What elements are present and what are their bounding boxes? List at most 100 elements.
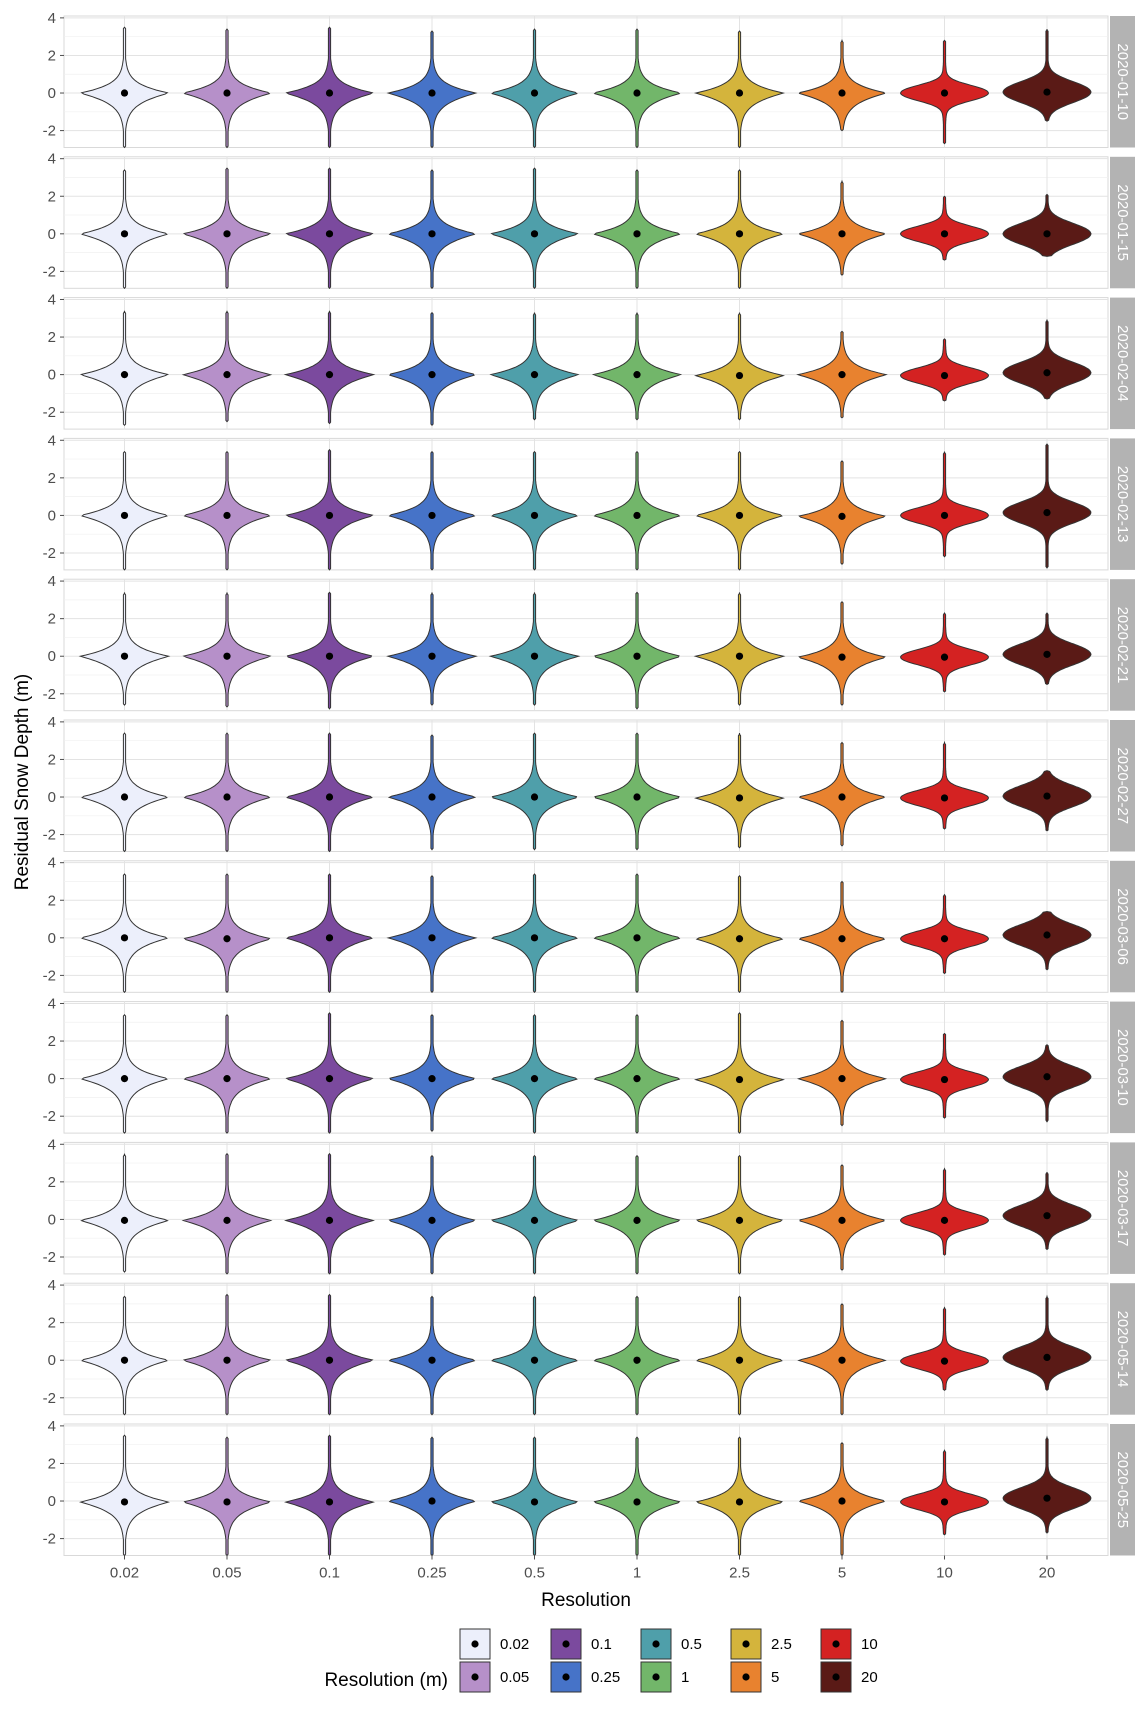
legend-point xyxy=(652,1640,660,1648)
violin-0.05 xyxy=(182,592,272,708)
median-point xyxy=(223,1216,231,1224)
facet-strip-label: 2020-02-27 xyxy=(1114,747,1131,824)
violin-5 xyxy=(799,179,885,276)
violin-0.1 xyxy=(283,310,376,425)
facet-strip-label: 2020-03-17 xyxy=(1114,1170,1131,1247)
median-point xyxy=(530,1075,539,1083)
facet-panel: -2 0 2 4 2020-03-06 xyxy=(43,855,1135,994)
y-tick-label: -2 xyxy=(43,545,56,562)
violin-0.02 xyxy=(81,450,168,571)
median-point xyxy=(223,1498,231,1506)
facet-strip-label: 2020-03-06 xyxy=(1114,888,1131,965)
violin-10 xyxy=(899,1449,990,1536)
median-point xyxy=(530,934,539,942)
violin-2.5 xyxy=(694,312,785,421)
median-point xyxy=(120,1216,129,1224)
violin-0.05 xyxy=(181,310,273,423)
y-tick-label: 4 xyxy=(48,855,56,872)
violin-0.5 xyxy=(491,1014,578,1134)
median-point xyxy=(120,1498,129,1506)
median-point xyxy=(735,230,744,238)
violin-1 xyxy=(593,169,681,290)
violin-0.25 xyxy=(387,734,477,851)
median-point xyxy=(633,371,641,379)
median-point xyxy=(325,1216,334,1224)
legend-label: 2.5 xyxy=(771,1636,792,1653)
median-point xyxy=(735,1075,744,1084)
violin-1 xyxy=(593,1154,681,1275)
median-point xyxy=(940,1357,949,1365)
median-point xyxy=(735,89,744,97)
y-tick-label: 4 xyxy=(48,995,56,1012)
y-tick-label: 2 xyxy=(48,470,56,487)
violin-5 xyxy=(796,1019,888,1127)
median-point xyxy=(325,793,334,801)
median-point xyxy=(940,89,949,97)
median-point xyxy=(530,371,539,379)
x-tick-label: 0.5 xyxy=(524,1565,545,1582)
y-tick-label: -2 xyxy=(43,686,56,703)
violin-0.1 xyxy=(285,448,374,571)
violin-1 xyxy=(593,450,681,571)
violin-20 xyxy=(1002,1435,1092,1534)
facet-panel: -2 0 2 4 2020-02-21 xyxy=(43,573,1135,712)
violin-0.25 xyxy=(389,311,475,427)
median-point xyxy=(838,1497,846,1505)
facet-panel: -2 0 2 4 2020-03-17 xyxy=(43,1136,1135,1275)
y-tick-label: 2 xyxy=(48,1033,56,1050)
y-tick-label: -2 xyxy=(43,123,56,140)
violin-20 xyxy=(1002,443,1092,569)
y-tick-label: 4 xyxy=(48,1136,56,1153)
violin-1 xyxy=(594,591,680,710)
median-point xyxy=(633,793,641,801)
median-point xyxy=(838,89,846,97)
violin-10 xyxy=(900,1306,989,1391)
facet-panel: -2 0 2 4 2020-02-04 xyxy=(43,291,1135,430)
median-point xyxy=(838,793,846,801)
y-tick-label: 0 xyxy=(48,1352,56,1369)
violin-0.25 xyxy=(388,450,476,571)
violin-10 xyxy=(899,195,990,261)
violin-0.02 xyxy=(79,1434,170,1557)
median-point xyxy=(838,935,846,943)
facet-panel: -2 0 2 4 2020-05-25 xyxy=(43,1418,1135,1557)
y-tick-label: 0 xyxy=(48,85,56,102)
violin-0.25 xyxy=(389,1014,475,1132)
legend-label: 10 xyxy=(861,1636,878,1653)
facet-strip-label: 2020-05-14 xyxy=(1114,1311,1131,1388)
y-tick-label: 0 xyxy=(48,648,56,665)
violin-1 xyxy=(593,873,681,994)
violin-0.5 xyxy=(491,1295,578,1416)
y-tick-label: 4 xyxy=(48,151,56,168)
median-point xyxy=(838,371,846,379)
median-point xyxy=(530,1356,539,1364)
y-tick-label: -2 xyxy=(43,1390,56,1407)
median-point xyxy=(633,934,641,942)
violin-0.02 xyxy=(78,592,171,706)
violin-0.1 xyxy=(285,1293,374,1416)
y-tick-label: 2 xyxy=(48,751,56,768)
median-point xyxy=(735,511,744,520)
median-point xyxy=(325,652,334,660)
facet-strip-label: 2020-02-21 xyxy=(1114,607,1131,684)
median-point xyxy=(1043,230,1051,238)
violin-0.02 xyxy=(81,1014,168,1134)
violin-20 xyxy=(1002,193,1092,257)
violin-0.5 xyxy=(491,873,578,994)
median-point xyxy=(428,934,436,942)
facet-strip xyxy=(1110,438,1135,570)
violin-0.5 xyxy=(491,28,578,149)
violin-2.5 xyxy=(693,592,786,706)
violin-0.02 xyxy=(81,732,168,853)
y-tick-label: 0 xyxy=(48,1211,56,1228)
median-point xyxy=(120,89,129,97)
facet-strip xyxy=(1110,1142,1135,1274)
median-point xyxy=(838,653,846,661)
y-tick-label: -2 xyxy=(43,263,56,280)
median-point xyxy=(735,1356,744,1364)
x-tick-label: 1 xyxy=(633,1565,641,1582)
median-point xyxy=(735,1216,744,1224)
violin-0.25 xyxy=(388,1154,476,1275)
legend-point xyxy=(742,1640,750,1648)
